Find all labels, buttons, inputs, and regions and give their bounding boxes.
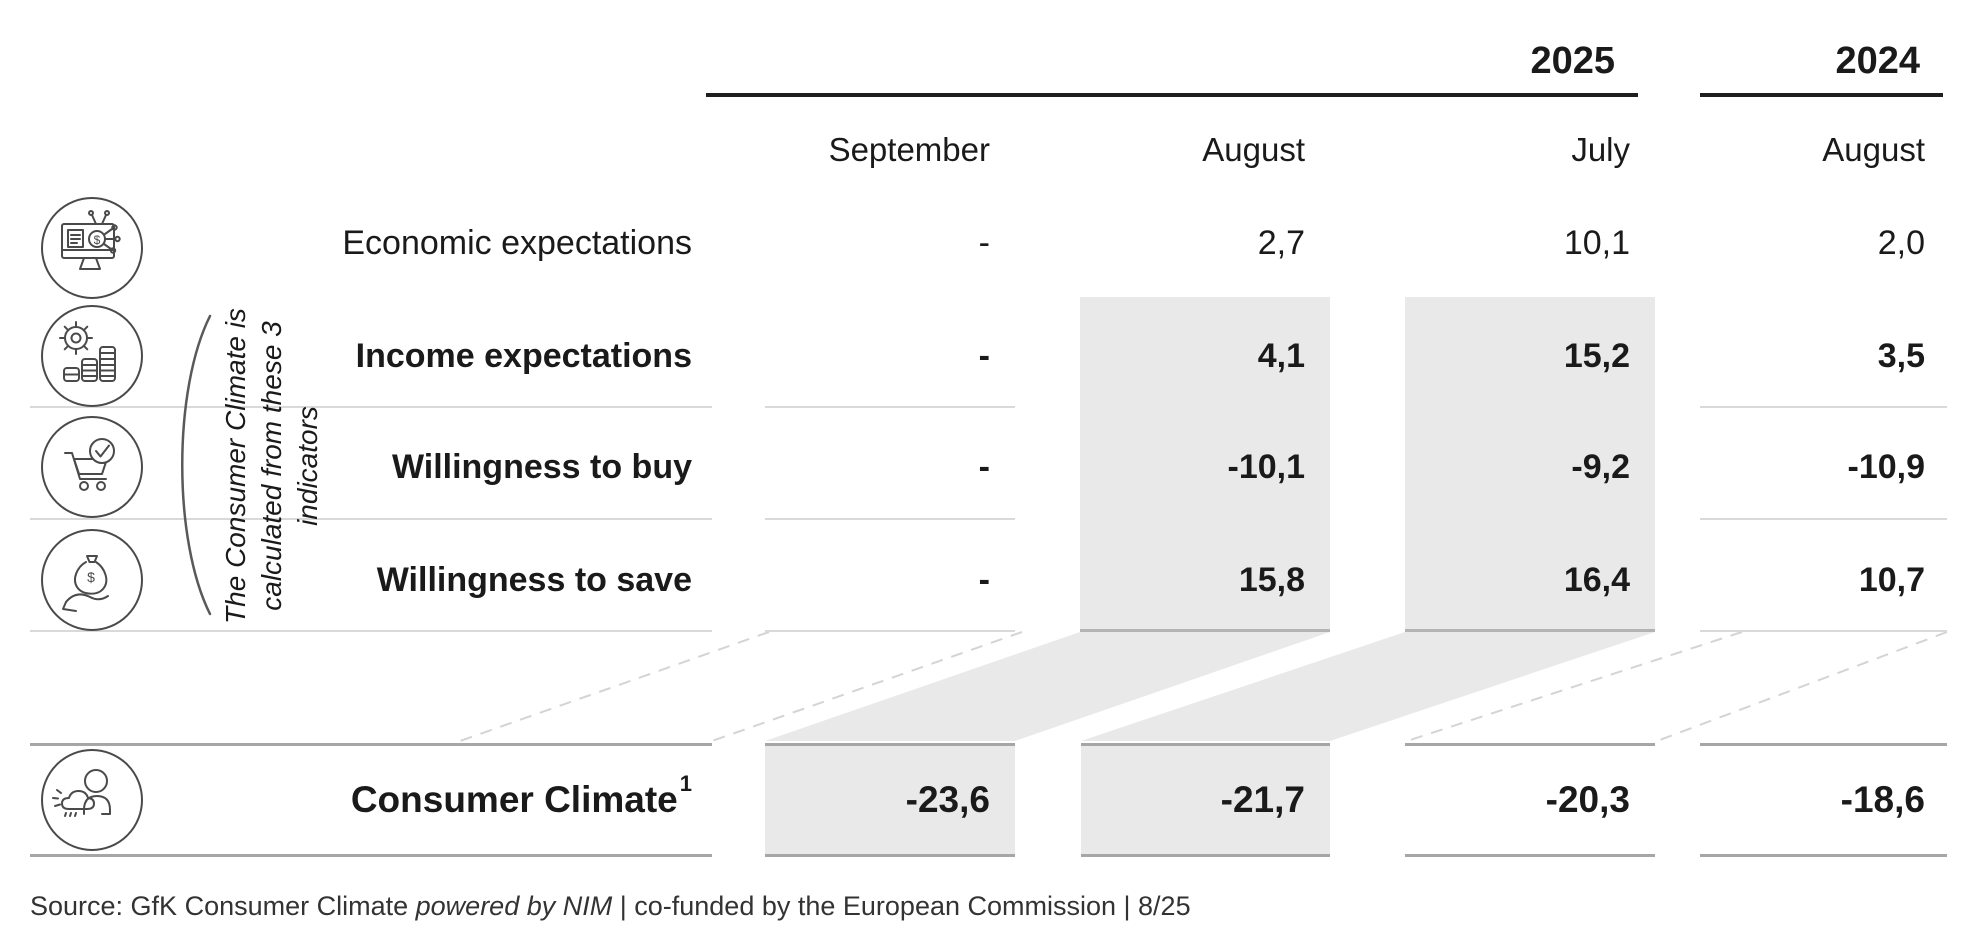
summary-value-august-2024: -18,6	[1700, 743, 1947, 857]
summary-value-august-2025: -21,7	[1081, 743, 1330, 857]
row-divider	[30, 630, 712, 632]
shopping-cart-check-icon	[38, 413, 146, 521]
consumer-weather-icon	[38, 746, 146, 854]
flow-band-august-to-september	[765, 632, 1330, 741]
value-cell: -	[978, 560, 990, 599]
source-line: Source: GfK Consumer Climate powered by …	[30, 891, 1191, 922]
value-cell: 3,5	[1877, 336, 1925, 375]
source-suffix: | co-funded by the European Commission |…	[612, 891, 1191, 921]
row-divider	[765, 518, 1015, 520]
svg-text:$: $	[94, 233, 101, 247]
column-header-august-2025: August	[1202, 131, 1305, 168]
row-label-income-expectations: Income expectations	[355, 336, 692, 375]
row-divider	[30, 406, 712, 408]
flow-band-dashed-outlines	[459, 631, 1948, 742]
source-emphasis: powered by NIM	[415, 891, 613, 921]
year-header-2024: 2024	[1835, 39, 1920, 82]
svg-text:$: $	[87, 569, 95, 585]
value-cell: -10,1	[1227, 447, 1306, 486]
summary-label-text: Consumer Climate	[350, 779, 678, 820]
summary-row-label: Consumer Climate 1	[30, 743, 712, 857]
row-divider	[1700, 518, 1947, 520]
row-divider	[765, 630, 1015, 632]
value-cell: 16,4	[1563, 560, 1630, 599]
highlight-column-august	[1080, 297, 1330, 632]
year-rule-2025	[706, 93, 1638, 97]
source-prefix: Source: GfK Consumer Climate	[30, 891, 416, 921]
row-divider	[30, 518, 712, 520]
value-cell: 15,2	[1563, 336, 1630, 375]
value-cell: 4,1	[1257, 336, 1305, 375]
row-divider	[1700, 406, 1947, 408]
year-rule-2024	[1700, 93, 1943, 97]
value-cell: 2,7	[1257, 223, 1305, 262]
value-cell: -	[978, 223, 990, 262]
value-cell: -	[978, 336, 990, 375]
summary-footnote-marker: 1	[679, 771, 692, 796]
row-label-willingness-to-buy: Willingness to buy	[391, 447, 692, 486]
brace-note: The Consumer Climate is calculated from …	[220, 308, 323, 624]
column-header-july: July	[1571, 131, 1630, 168]
value-cell: -9,2	[1571, 447, 1630, 486]
economy-monitor-icon: $	[38, 194, 146, 302]
row-divider	[1700, 630, 1947, 632]
row-label-economic-expectations: Economic expectations	[342, 223, 692, 262]
column-header-september: September	[828, 131, 990, 168]
highlight-column-july	[1405, 297, 1655, 632]
income-coins-icon	[38, 302, 146, 410]
summary-value-september: -23,6	[765, 743, 1015, 857]
value-cell: 10,7	[1858, 560, 1925, 599]
row-label-willingness-to-save: Willingness to save	[376, 560, 692, 599]
value-cell: -	[978, 447, 990, 486]
summary-value-july: -20,3	[1405, 743, 1655, 857]
value-cell: 10,1	[1563, 223, 1630, 262]
money-bag-hand-icon: $	[38, 526, 146, 634]
flow-band-july-to-august	[1081, 632, 1655, 741]
brace	[181, 314, 212, 616]
value-cell: 2,0	[1877, 223, 1925, 262]
column-header-august-2024: August	[1822, 131, 1925, 168]
row-divider	[765, 406, 1015, 408]
value-cell: 15,8	[1238, 560, 1305, 599]
value-cell: -10,9	[1847, 447, 1926, 486]
year-header-2025: 2025	[1530, 39, 1615, 82]
